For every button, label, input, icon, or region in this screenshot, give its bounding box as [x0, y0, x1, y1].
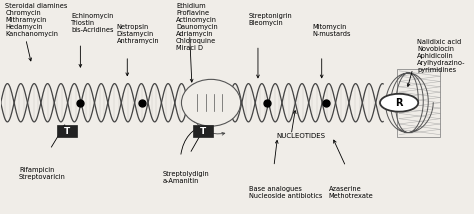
Text: Ethidium
Proflavine
Actinomycin
Daunomycin
Adriamycin
Chloroquine
Miraci D: Ethidium Proflavine Actinomycin Daunomyc…	[176, 3, 218, 51]
Text: Nalidixic acid
Novobiocin
Aphidicolin
Arylhydrazino-
pyrimidines: Nalidixic acid Novobiocin Aphidicolin Ar…	[417, 39, 466, 73]
Text: Base analogues
Nucleoside antibiotics: Base analogues Nucleoside antibiotics	[249, 186, 322, 199]
Text: Netropsin
Distamycin
Anthramycin: Netropsin Distamycin Anthramycin	[117, 24, 159, 44]
Text: T: T	[64, 127, 70, 136]
Text: Mitomycin
N-mustards: Mitomycin N-mustards	[312, 24, 351, 37]
Bar	[193, 125, 213, 137]
Text: Streptolydigin
a-Amanitin: Streptolydigin a-Amanitin	[162, 171, 209, 184]
Bar	[397, 69, 440, 137]
Bar	[57, 125, 77, 137]
Ellipse shape	[182, 79, 241, 126]
Circle shape	[380, 94, 418, 112]
Text: NUCLEOTIDES: NUCLEOTIDES	[276, 132, 325, 138]
Text: Steroidal diamines
Chromycin
Mithramycin
Hedamycin
Kanchanomycin: Steroidal diamines Chromycin Mithramycin…	[5, 3, 68, 37]
Text: T: T	[200, 127, 207, 136]
Text: Echinomycin
Triostin
bis-Acridines: Echinomycin Triostin bis-Acridines	[71, 13, 114, 33]
Text: R: R	[395, 98, 403, 108]
Text: Rifampicin
Streptovaricin: Rifampicin Streptovaricin	[19, 166, 66, 180]
Text: Streptonigrin
Bleomycin: Streptonigrin Bleomycin	[249, 13, 292, 27]
Text: Azaserine
Methotrexate: Azaserine Methotrexate	[328, 186, 374, 199]
